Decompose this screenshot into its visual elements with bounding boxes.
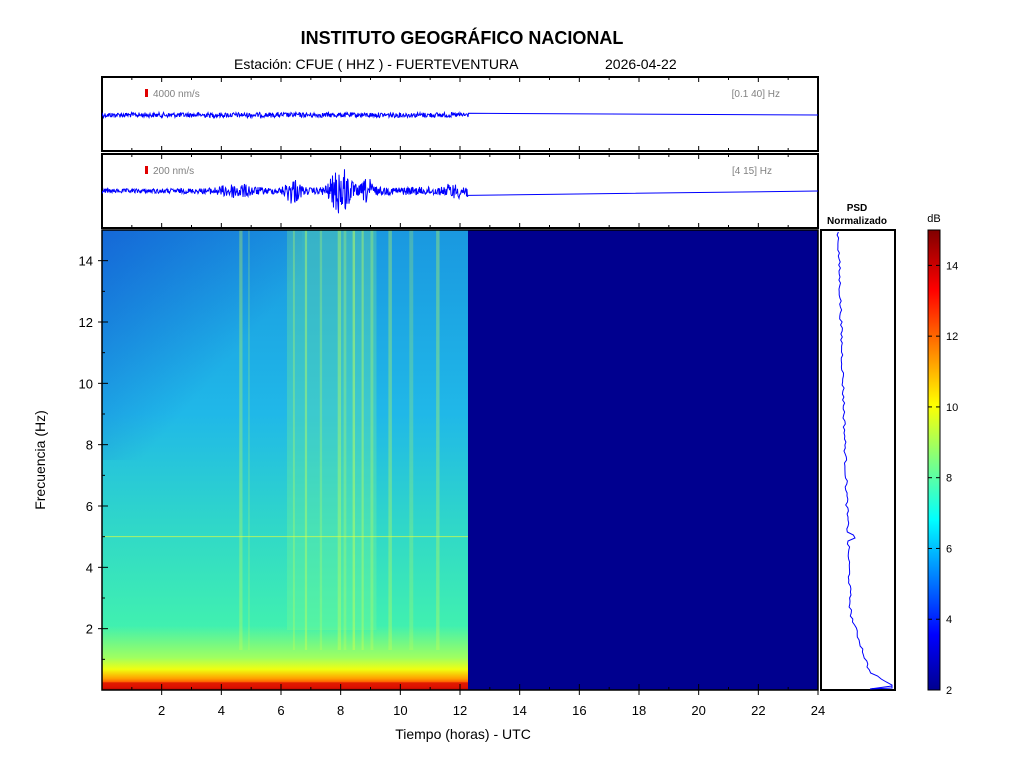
spectrogram-low-freq-band [102,682,469,688]
trace-1-scale-label: 4000 nm/s [153,89,200,100]
scale-marker-2 [145,166,148,174]
y-tick-label: 10 [79,376,93,391]
trace-2-scale-label: 200 nm/s [153,166,194,177]
trace-panel-broadband: 4000 nm/s [0.1 40] Hz [101,76,819,152]
trace-panel-filtered: 200 nm/s [4 15] Hz [101,153,819,229]
spectrogram-streak [239,230,243,650]
x-tick-label: 16 [572,703,586,718]
station-subtitle: Estación: CFUE ( HHZ ) - FUERTEVENTURA [234,56,519,72]
trace-2-band-label: [4 15] Hz [732,166,772,177]
trace-1-band-label: [0.1 40] Hz [732,89,780,100]
y-axis-title: Frecuencia (Hz) [32,410,48,510]
x-tick-label: 4 [218,703,225,718]
spectrogram-streak [248,230,250,650]
x-tick-label: 18 [632,703,646,718]
trace-panel-2-frame [101,153,819,229]
colorbar-label: dB [927,213,940,225]
y-tick-label: 2 [86,622,93,637]
psd-frame [820,229,896,691]
colorbar-ticks: 2 4 6 8 10 12 14 [928,260,958,697]
seismic-trace-1 [102,110,818,120]
x-tick-label: 2 [158,703,165,718]
psd-curve [836,231,893,690]
spectrogram-streak [292,230,295,650]
date-subtitle: 2026-04-22 [605,56,677,72]
y-tick-label: 6 [86,499,93,514]
psd-panel: PSD Normalizado [820,203,896,691]
colorbar-tick-label: 14 [946,260,958,272]
y-tick-label: 14 [79,254,93,269]
colorbar-tick-label: 8 [946,473,952,485]
y-tick-label: 12 [79,315,93,330]
x-tick-label: 22 [751,703,765,718]
colorbar-tick-label: 6 [946,543,952,555]
x-tick-label: 10 [393,703,407,718]
y-axis: 2 4 6 8 10 12 14 [79,254,108,660]
spectrogram-streak [370,230,374,650]
spectrogram-streaks [102,230,469,688]
x-tick-label: 12 [453,703,467,718]
colorbar: dB 2 4 6 8 10 12 14 [927,213,958,697]
psd-title: PSD [847,203,868,214]
y-tick-label: 4 [86,560,93,575]
chart-title: INSTITUTO GEOGRÁFICO NACIONAL [300,28,624,48]
spectrogram-low-energy-region [102,230,302,460]
colorbar-tick-label: 10 [946,402,958,414]
colorbar-scale [927,229,941,691]
scale-marker-1 [145,89,148,97]
spectrogram-streak [388,230,392,650]
colorbar-tick-label: 4 [946,614,952,626]
spectrogram-streak [436,230,440,650]
spectrogram-streak [343,230,347,650]
trace-panel-1-ticks [131,77,789,151]
x-tick-label: 6 [277,703,284,718]
x-tick-label: 24 [811,703,825,718]
x-tick-label: 20 [691,703,705,718]
spectrogram-streak [409,230,414,650]
spectrogram-event-band [286,230,377,630]
spectrogram-streak [361,230,364,650]
x-tick-label: 8 [337,703,344,718]
trace-panel-2-ticks [131,154,789,228]
colorbar-tick-label: 2 [946,685,952,697]
y-tick-label: 8 [86,438,93,453]
spectrogram-streak [352,230,356,650]
spectrogram-streak [337,230,342,650]
spectrogram-no-data-region [468,230,818,690]
spectrogram-streak [319,230,323,650]
seismic-trace-2 [102,169,818,214]
x-axis: 2 4 6 8 10 12 14 16 18 20 22 24 [131,684,825,718]
x-tick-label: 14 [512,703,526,718]
colorbar-tick-label: 12 [946,331,958,343]
spectrogram-streak [304,230,308,650]
x-axis-title: Tiempo (horas) - UTC [395,726,531,742]
psd-subtitle: Normalizado [827,216,887,227]
